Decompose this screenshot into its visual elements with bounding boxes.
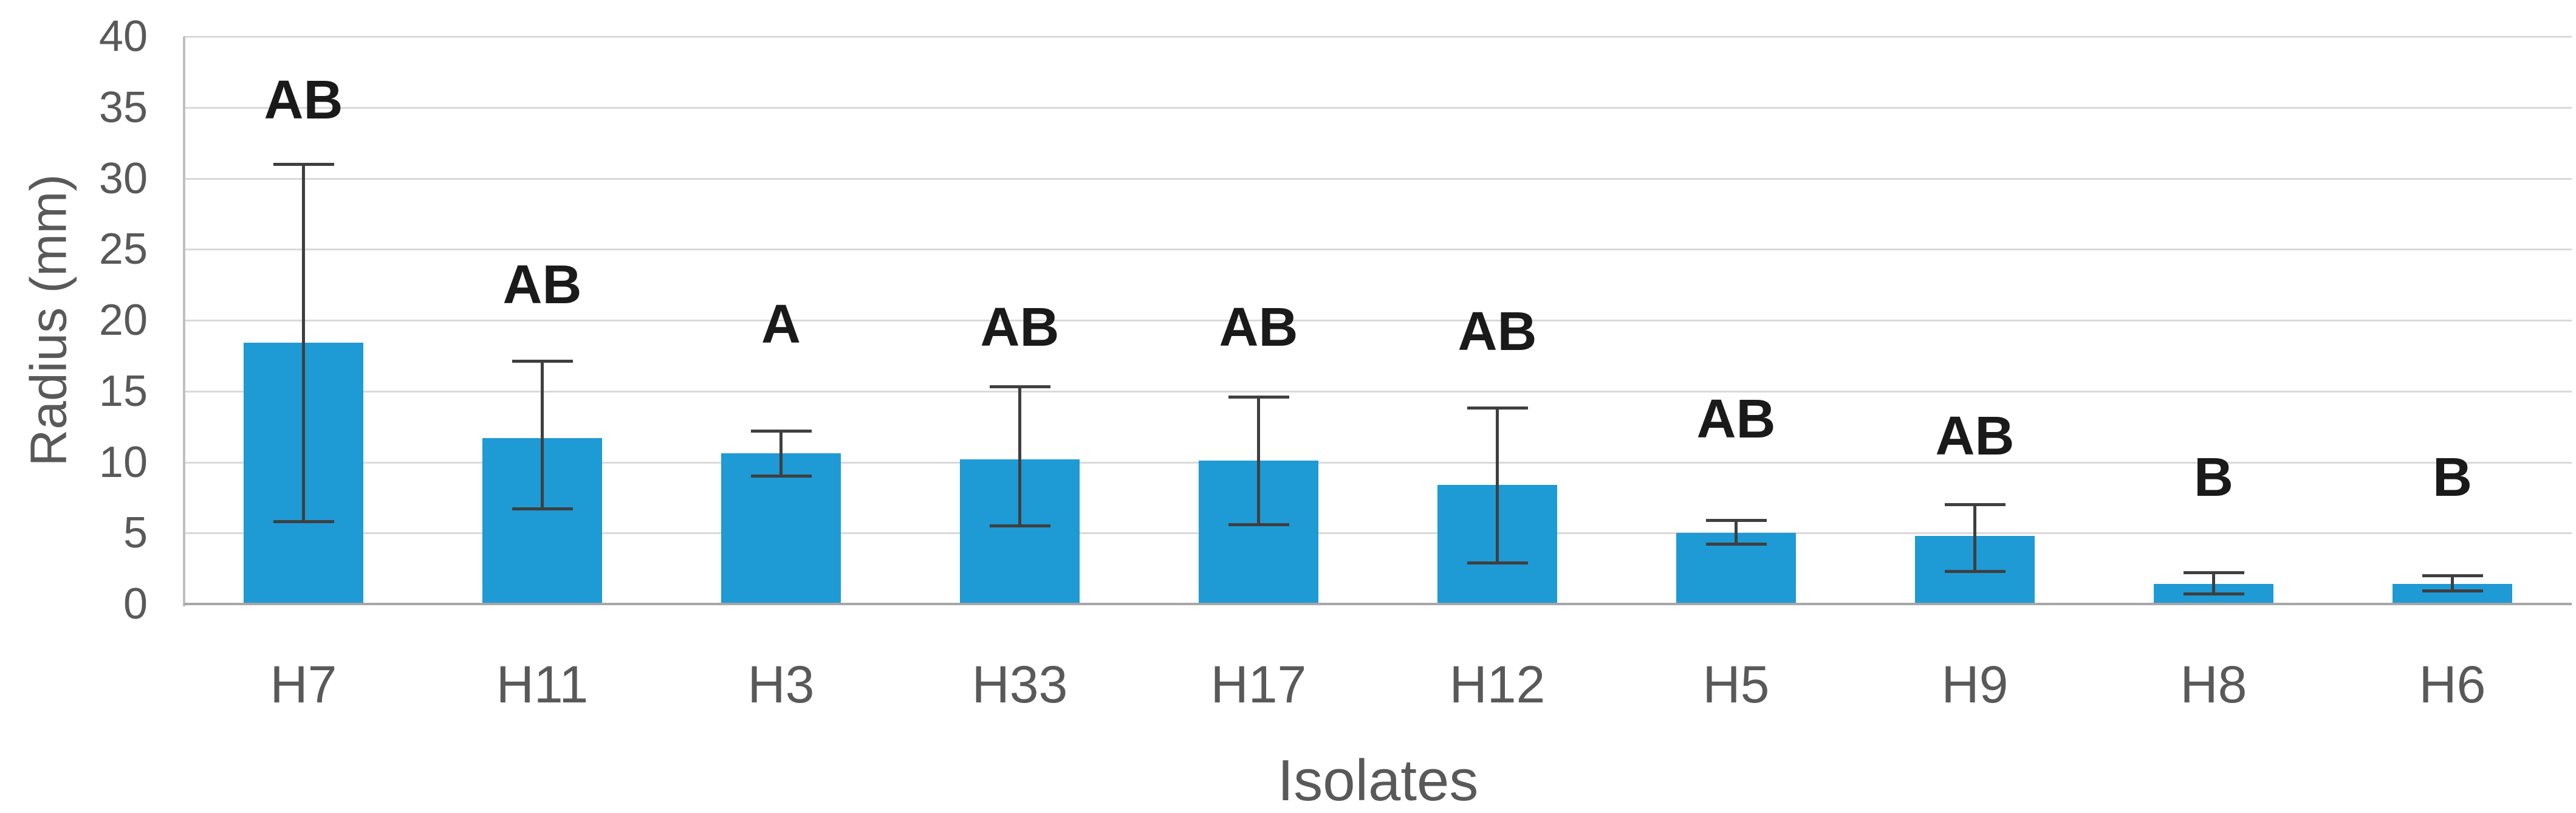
significance-letter: AB bbox=[1935, 406, 2015, 467]
y-tick-label: 25 bbox=[98, 225, 148, 274]
error-bar-cap-bottom bbox=[273, 520, 334, 524]
error-bar-line bbox=[541, 361, 544, 509]
error-bar-cap-top bbox=[1228, 395, 1289, 399]
error-bar-cap-top bbox=[2183, 571, 2244, 575]
gridline bbox=[184, 532, 2572, 535]
error-bar-cap-top bbox=[273, 162, 334, 166]
gridline bbox=[184, 36, 2572, 38]
error-bar-line bbox=[302, 164, 305, 522]
y-tick-label: 20 bbox=[98, 296, 148, 345]
x-category-label: H6 bbox=[2419, 656, 2486, 714]
error-bar-cap-top bbox=[1705, 518, 1767, 522]
bar bbox=[721, 453, 841, 604]
error-bar-cap-top bbox=[1944, 503, 2006, 507]
error-bar-cap-top bbox=[512, 360, 573, 363]
significance-letter: AB bbox=[1219, 297, 1298, 358]
error-bar-line bbox=[1257, 397, 1260, 525]
error-bar-line bbox=[2451, 575, 2454, 591]
error-bar-cap-bottom bbox=[1705, 543, 1767, 546]
y-tick-label: 15 bbox=[98, 366, 148, 416]
x-category-label: H3 bbox=[747, 656, 815, 714]
x-category-label: H33 bbox=[971, 656, 1068, 714]
significance-letter: A bbox=[761, 294, 801, 355]
error-bar-line bbox=[1735, 520, 1738, 544]
significance-letter: B bbox=[2433, 447, 2472, 509]
x-category-label: H8 bbox=[2180, 656, 2247, 714]
significance-letter: AB bbox=[1458, 301, 1537, 362]
x-category-label: H17 bbox=[1210, 656, 1307, 714]
y-tick-label: 10 bbox=[98, 437, 148, 487]
x-category-label: H9 bbox=[1941, 656, 2009, 714]
y-tick-label: 0 bbox=[123, 580, 148, 628]
error-bar-cap-bottom bbox=[2422, 589, 2483, 593]
x-axis-line bbox=[184, 603, 2572, 605]
error-bar-line bbox=[1018, 386, 1021, 526]
y-tick-label: 35 bbox=[98, 83, 148, 132]
gridline bbox=[184, 177, 2572, 180]
x-category-label: H12 bbox=[1449, 656, 1546, 714]
error-bar-cap-bottom bbox=[1467, 561, 1528, 564]
gridline bbox=[184, 320, 2572, 321]
y-tick-label: 40 bbox=[98, 12, 148, 61]
gridline bbox=[184, 106, 2572, 109]
significance-letter: AB bbox=[1696, 389, 1776, 450]
x-category-label: H11 bbox=[496, 656, 589, 714]
error-bar-cap-top bbox=[989, 385, 1050, 389]
error-bar-cap-top bbox=[1467, 406, 1528, 410]
error-bar-line bbox=[2212, 572, 2215, 594]
error-bar-cap-top bbox=[2422, 574, 2483, 577]
y-tick-label: 30 bbox=[98, 154, 148, 203]
error-bar-cap-bottom bbox=[2183, 592, 2244, 596]
gridline bbox=[184, 390, 2572, 393]
significance-letter: AB bbox=[502, 254, 582, 315]
gridline bbox=[184, 249, 2572, 251]
y-axis-line bbox=[183, 36, 185, 606]
significance-letter: AB bbox=[264, 70, 343, 131]
error-bar-cap-top bbox=[750, 429, 812, 433]
error-bar-line bbox=[1496, 408, 1499, 563]
error-bar-cap-bottom bbox=[750, 475, 812, 478]
x-axis-title: Isolates bbox=[1277, 748, 1479, 813]
significance-letter: AB bbox=[980, 297, 1060, 358]
error-bar-cap-bottom bbox=[512, 507, 573, 511]
y-tick-label: 5 bbox=[123, 509, 148, 558]
significance-letter: B bbox=[2194, 447, 2233, 509]
error-bar-line bbox=[779, 431, 783, 476]
x-category-label: H7 bbox=[270, 656, 337, 714]
error-bar-line bbox=[1973, 504, 1976, 572]
gridline bbox=[184, 461, 2572, 464]
error-bar-cap-bottom bbox=[989, 524, 1050, 528]
error-bar-cap-bottom bbox=[1228, 523, 1289, 526]
x-category-label: H5 bbox=[1702, 656, 1770, 714]
error-bar-cap-bottom bbox=[1944, 569, 2006, 573]
